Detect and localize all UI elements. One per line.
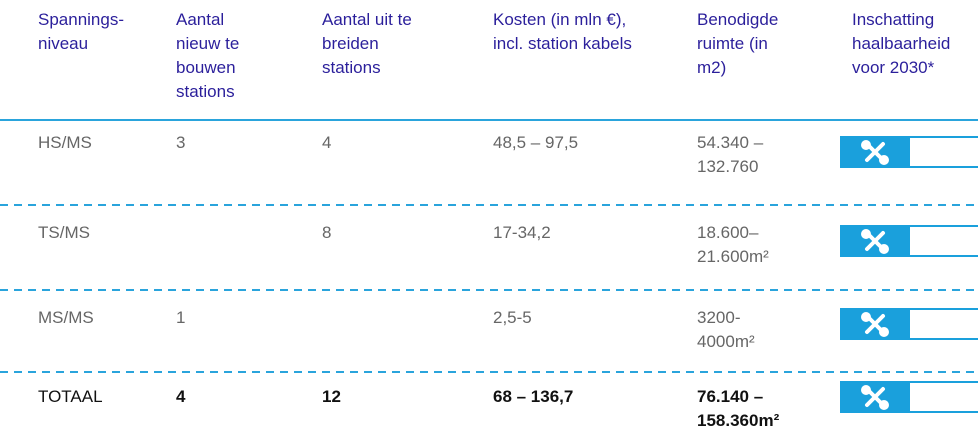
cell-text: 3 bbox=[176, 133, 186, 152]
tools-icon bbox=[861, 140, 889, 165]
cell-text: 17-34,2 bbox=[493, 223, 551, 242]
header-text: bouwen bbox=[176, 58, 236, 77]
cell-text: 18.600– bbox=[697, 223, 759, 242]
cell-text: 8 bbox=[322, 223, 332, 242]
cell-text: 54.340 – bbox=[697, 133, 764, 152]
tools-icon bbox=[861, 312, 889, 337]
cell-text: 76.140 – bbox=[697, 387, 764, 406]
feasibility-icon bbox=[840, 308, 978, 340]
cell-text: 132.760 bbox=[697, 157, 759, 176]
header-text: stations bbox=[322, 58, 381, 77]
header-text: Aantal bbox=[176, 10, 225, 29]
header-text: Spannings- bbox=[38, 10, 125, 29]
header-text: nieuw te bbox=[176, 34, 240, 53]
header-text: Kosten (in mln €), bbox=[493, 10, 627, 29]
cell-text: 68 – 136,7 bbox=[493, 387, 574, 406]
cell-text: 4 bbox=[176, 387, 186, 406]
cell-text: 4 bbox=[322, 133, 332, 152]
header-text: stations bbox=[176, 82, 235, 101]
header-text: Aantal uit te bbox=[322, 10, 412, 29]
cell-text: 48,5 – 97,5 bbox=[493, 133, 579, 152]
cell-text: 4000m² bbox=[697, 332, 755, 351]
tools-icon bbox=[861, 385, 889, 410]
tools-icon bbox=[861, 229, 889, 254]
cell-text: 2,5-5 bbox=[493, 308, 532, 327]
header-text: Benodigde bbox=[697, 10, 779, 29]
header-text: incl. station kabels bbox=[493, 34, 632, 53]
header-text: m2) bbox=[697, 58, 727, 77]
cell-text: TOTAAL bbox=[38, 387, 103, 406]
header-text: Inschatting bbox=[852, 10, 935, 29]
header-text: voor 2030* bbox=[852, 58, 935, 77]
cell-text: 1 bbox=[176, 308, 186, 327]
cell-text: TS/MS bbox=[38, 223, 90, 242]
cell-text: 158.360m² bbox=[697, 411, 780, 430]
header-text: niveau bbox=[38, 34, 89, 53]
cell-text: 3200- bbox=[697, 308, 741, 327]
cell-text: HS/MS bbox=[38, 133, 92, 152]
header-text: breiden bbox=[322, 34, 379, 53]
feasibility-icon bbox=[840, 381, 978, 413]
cell-text: MS/MS bbox=[38, 308, 94, 327]
cell-text: 12 bbox=[322, 387, 341, 406]
header-text: ruimte (in bbox=[697, 34, 768, 53]
feasibility-icon bbox=[840, 225, 978, 257]
feasibility-icon bbox=[840, 136, 978, 168]
header-text: haalbaarheid bbox=[852, 34, 951, 53]
cell-text: 21.600m² bbox=[697, 247, 769, 266]
